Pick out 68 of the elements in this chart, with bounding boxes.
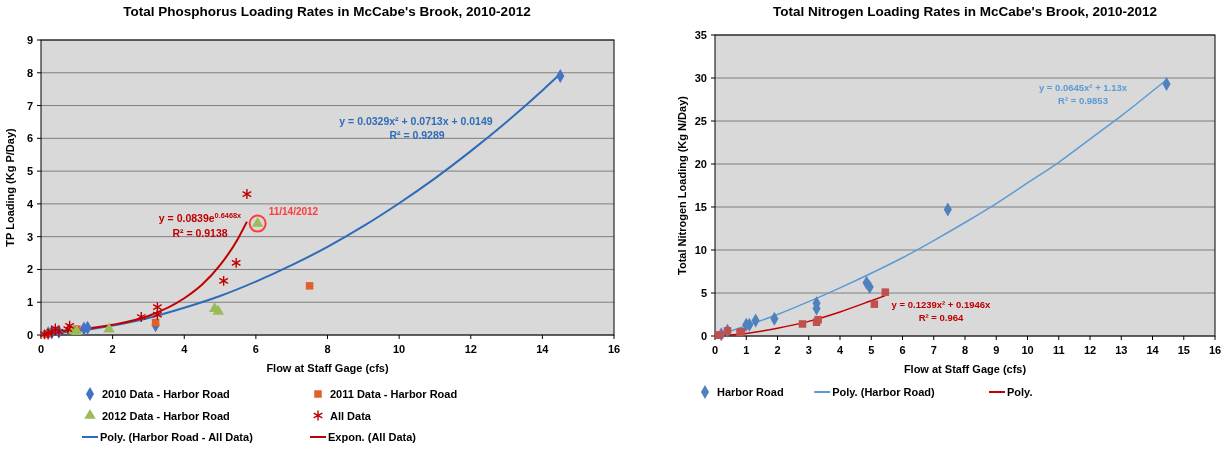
x-tick-label: 1 <box>743 344 750 356</box>
y-tick-label: 30 <box>694 72 707 84</box>
x-tick-label: 4 <box>836 344 844 356</box>
x-tick-label: 0 <box>711 344 719 356</box>
x-tick-label: 0 <box>37 343 45 355</box>
y-tick-label: 5 <box>700 287 707 299</box>
annotation: y = 0.0329x² + 0.0713x + 0.0149 <box>339 115 493 127</box>
x-tick-label: 6 <box>899 344 906 356</box>
y-tick-label: 15 <box>694 201 707 213</box>
y-axis-title: Total Nitrogen Loading (Kg N/Day) <box>676 95 688 275</box>
legend-label: Harbor Road <box>717 386 784 398</box>
y-tick-label: 9 <box>26 34 33 46</box>
y-tick-label: 10 <box>694 244 707 256</box>
annotation: R² = 0.9853 <box>1058 95 1108 106</box>
x-tick-label: 12 <box>1083 344 1097 356</box>
x-tick-label: 16 <box>1208 344 1222 356</box>
x-tick-label: 6 <box>252 343 259 355</box>
x-tick-label: 14 <box>1146 344 1160 356</box>
y-tick-label: 6 <box>26 132 33 145</box>
x-tick-label: 4 <box>181 343 189 355</box>
x-tick-label: 13 <box>1115 344 1128 356</box>
chart-title: Total Nitrogen Loading Rates in McCabe's Brook, 2010-2012 <box>772 4 1158 19</box>
legend-label: 2010 Data - Harbor Road <box>102 388 230 400</box>
x-tick-label: 5 <box>868 344 875 356</box>
x-tick-label: 3 <box>805 344 812 356</box>
y-tick-label: 0 <box>26 329 33 341</box>
y-tick-label: 20 <box>694 158 707 170</box>
legend-label: Poly. <box>1007 386 1033 398</box>
y-tick-label: 25 <box>694 115 707 127</box>
y-tick-label: 5 <box>26 165 33 178</box>
y-axis-title: TP Loading (Kg P/Day) <box>4 127 16 247</box>
x-tick-label: 2 <box>774 344 781 356</box>
x-tick-label: 12 <box>464 343 477 355</box>
annotation: 11/14/2012 <box>268 205 319 217</box>
y-tick-label: 0 <box>700 330 707 342</box>
legend-label: 2011 Data - Harbor Road <box>330 388 458 400</box>
x-axis-title: Flow at Staff Gage (cfs) <box>266 362 389 374</box>
x-tick-label: 14 <box>536 343 550 355</box>
x-tick-label: 16 <box>607 343 621 355</box>
x-tick-label: 10 <box>393 343 406 355</box>
x-axis-title: Flow at Staff Gage (cfs) <box>903 363 1027 375</box>
x-tick-label: 2 <box>109 343 116 355</box>
annotation: y = 0.0839e$^{0.6468x}$ <box>158 210 243 224</box>
annotation: R² = 0.9289 <box>389 129 445 141</box>
annotation: y = 0.0645x² + 1.13x <box>1038 82 1128 93</box>
x-tick-label: 9 <box>993 344 1000 356</box>
y-tick-label: 2 <box>26 263 33 276</box>
y-tick-label: 3 <box>26 230 33 243</box>
y-tick-label: 8 <box>26 66 33 79</box>
y-tick-label: 4 <box>26 197 34 210</box>
x-tick-label: 11 <box>1052 344 1065 356</box>
chart-title: Total Phosphorus Loading Rates in McCabe's Brook, 2010-2012 <box>123 4 531 19</box>
y-tick-label: 35 <box>694 29 707 41</box>
legend-label: 2012 Data - Harbor Road <box>102 409 230 422</box>
x-tick-label: 7 <box>930 344 937 356</box>
y-tick-label: 7 <box>26 99 33 112</box>
annotation: R² = 0.964 <box>918 312 965 323</box>
x-tick-label: 10 <box>1021 344 1034 356</box>
x-tick-label: 8 <box>324 343 331 355</box>
x-tick-label: 15 <box>1177 344 1190 356</box>
annotation: y = 0.1239x² + 0.1946x <box>891 299 992 310</box>
legend-label: All Data <box>330 409 372 422</box>
x-tick-label: 8 <box>961 344 969 356</box>
y-tick-label: 1 <box>26 296 33 309</box>
legend-label: Expon. (All Data) <box>328 431 417 443</box>
legend-label: Poly. (Harbor Road - All Data) <box>100 431 254 443</box>
legend-label: Poly. (Harbor Road) <box>832 386 936 398</box>
annotation: R² = 0.9138 <box>172 227 228 239</box>
